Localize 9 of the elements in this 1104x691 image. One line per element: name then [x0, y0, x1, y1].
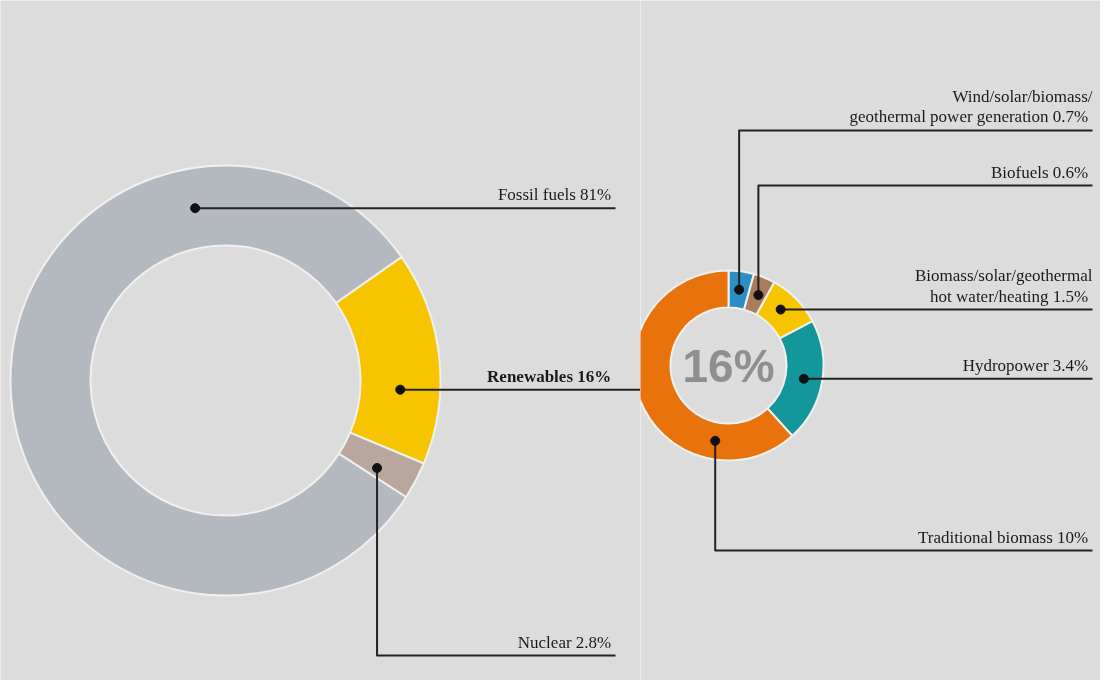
slice-label: Traditional biomass 10%: [917, 527, 1089, 547]
slice-label: Fossil fuels 81%: [497, 185, 612, 205]
slice-label: Biomass/solar/geothermal hot water/heating 1.5%: [914, 265, 1093, 306]
slice-label: Hydropower 3.4%: [962, 355, 1089, 375]
data-label: 16%: [682, 339, 775, 392]
slice-label: Biofuels 0.6%: [990, 162, 1089, 182]
slice-label: Renewables 16%: [487, 366, 612, 386]
slice-label: Wind/solar/biomass/ geothermal power generation 0.7%: [849, 86, 1093, 127]
slice-label: Nuclear 2.8%: [517, 632, 612, 652]
